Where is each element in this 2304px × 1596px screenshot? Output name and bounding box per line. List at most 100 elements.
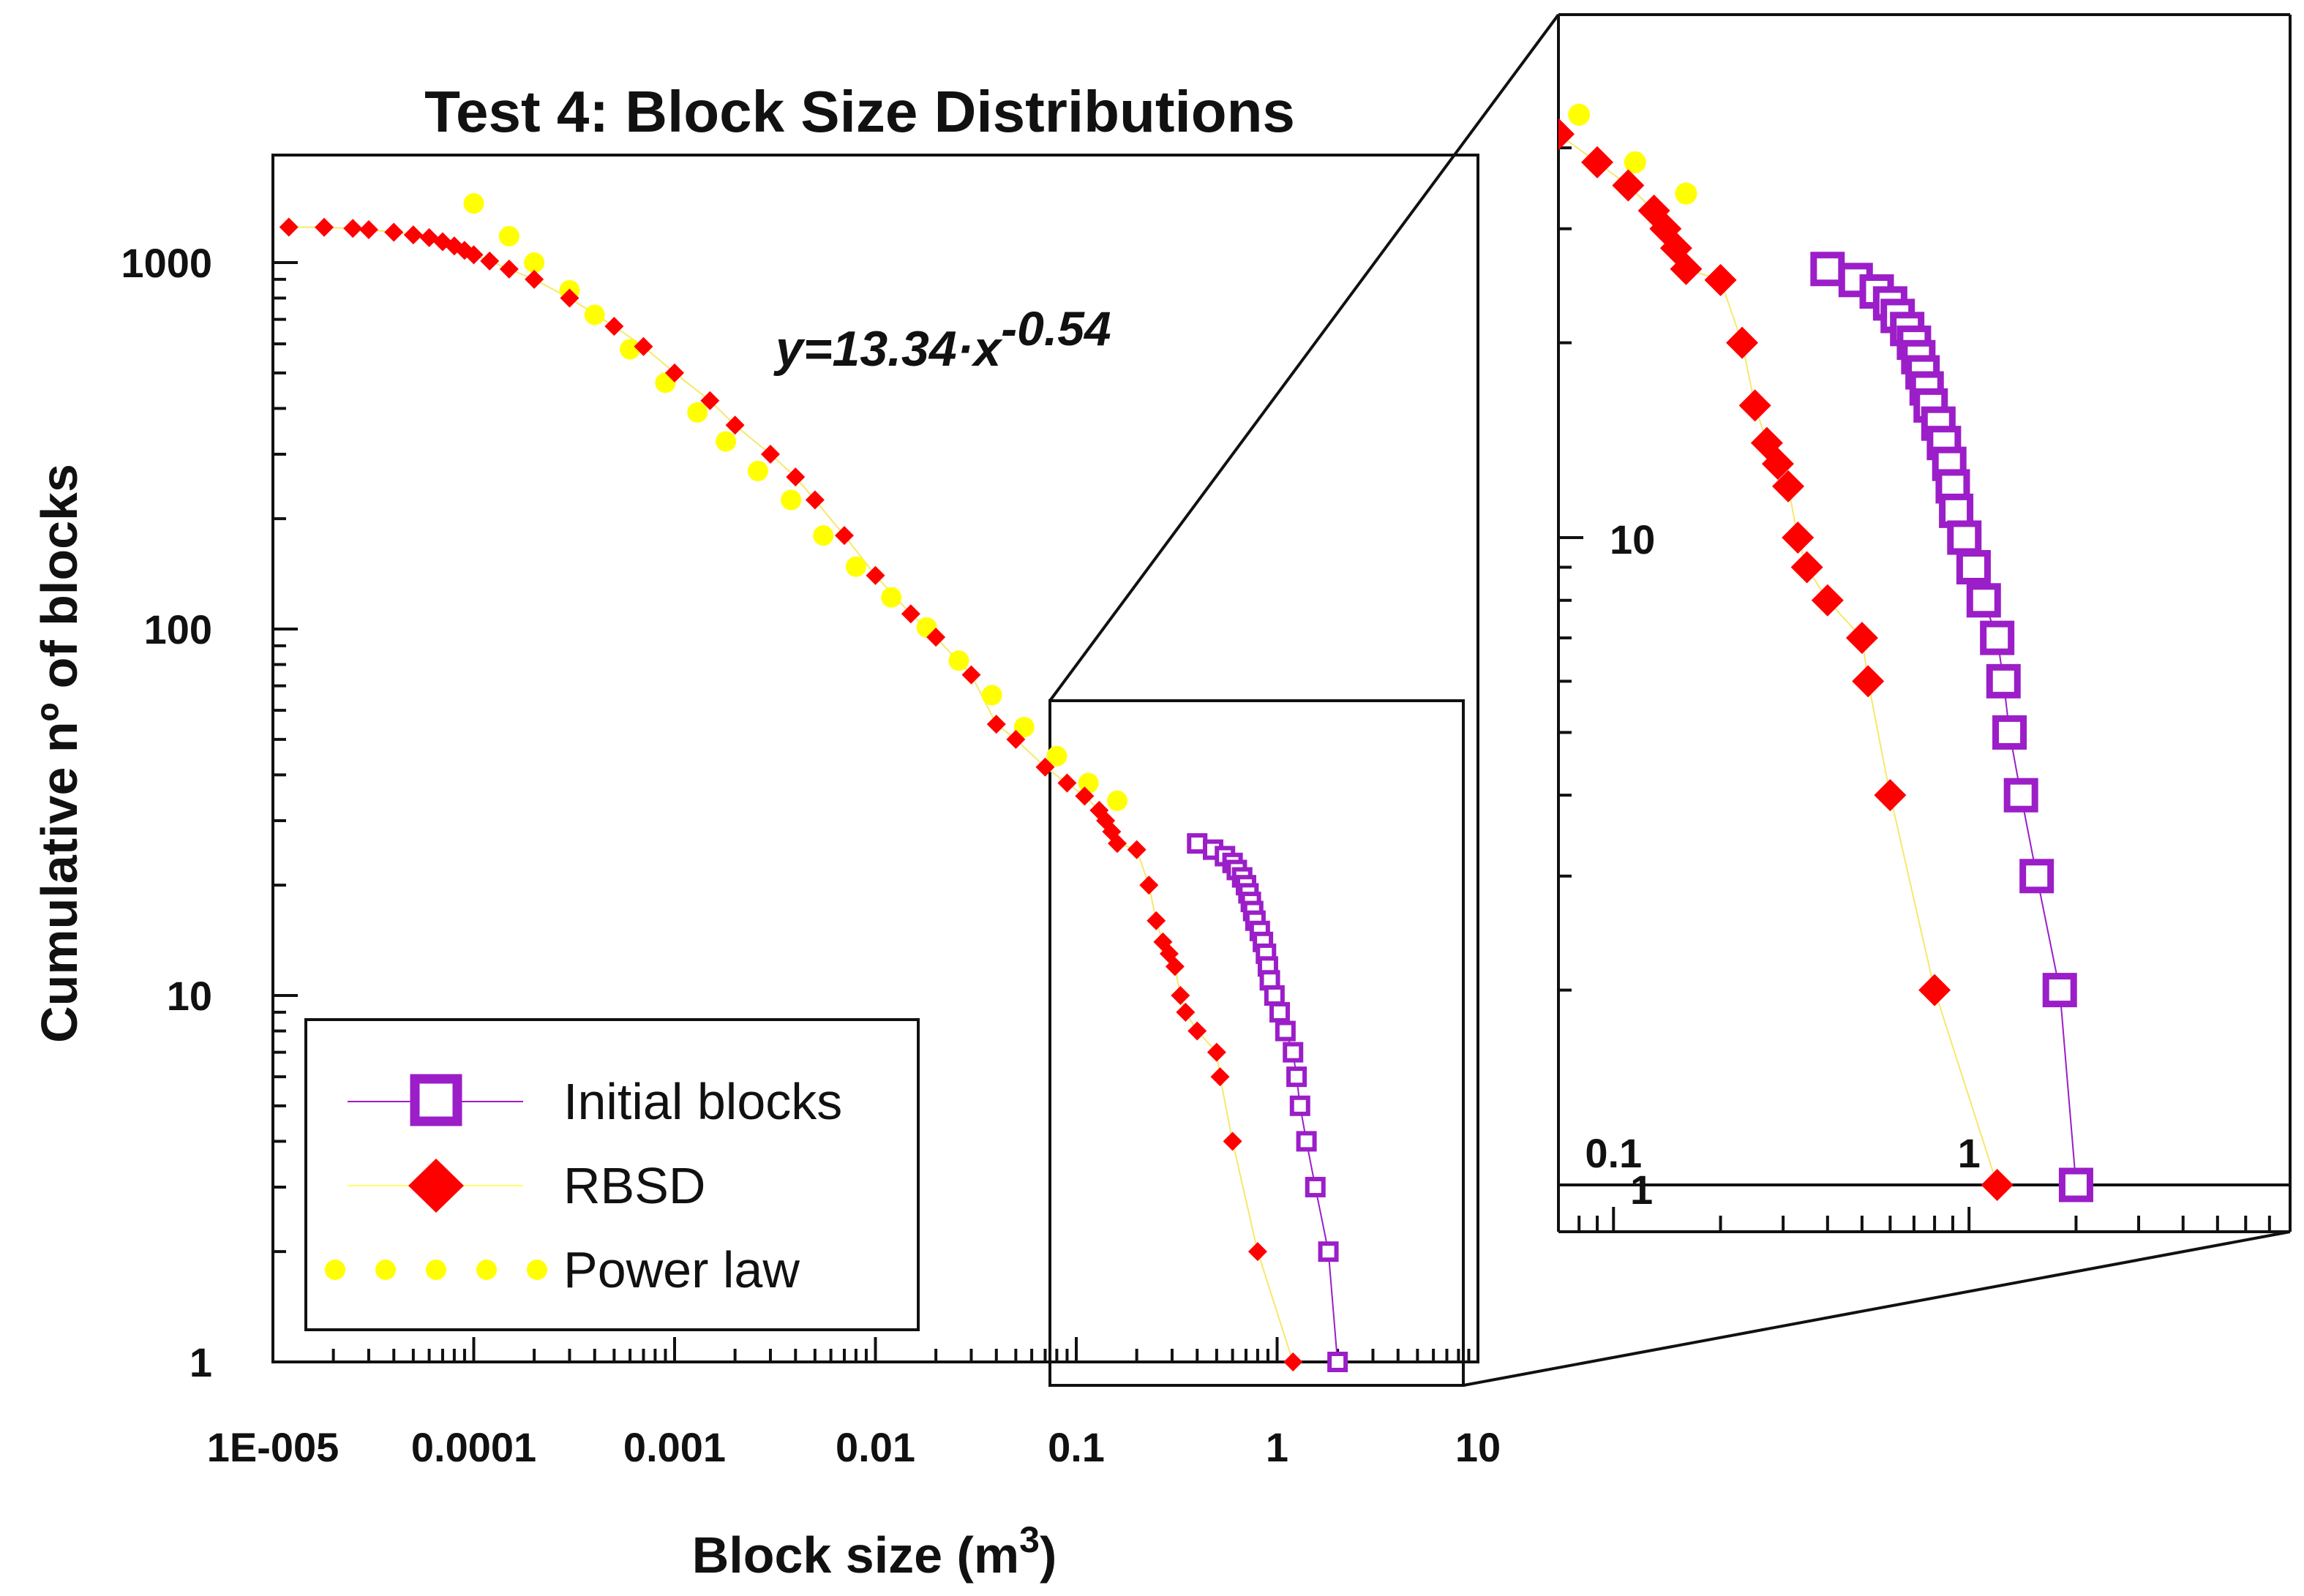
initial-blocks-point [1275, 1020, 1296, 1042]
zoom-region-box [1048, 699, 1465, 1387]
rbsd-point [1108, 834, 1127, 854]
power-law-point [1453, 0, 1475, 18]
rbsd-point [1075, 786, 1095, 806]
legend-box [304, 1018, 920, 1331]
power-law-point [1107, 790, 1128, 811]
rbsd-point [1187, 1021, 1207, 1041]
x-axis-label-main: Block size (m [692, 1527, 1019, 1584]
rbsd-point [1127, 840, 1147, 859]
rbsd-point [725, 415, 745, 435]
legend-dot [426, 1260, 446, 1280]
inset-background [1558, 15, 2290, 1232]
power-law-point [1675, 182, 1697, 205]
initial-blocks-point [1986, 663, 2021, 699]
initial-blocks-point [1956, 549, 1991, 584]
rbsd-point [1581, 146, 1614, 178]
initial-blocks-point [1305, 1176, 1326, 1197]
chart-title: Test 4: Block Size Distributions [424, 79, 1295, 144]
rbsd-point [834, 526, 854, 546]
rbsd-point [315, 217, 334, 237]
rbsd-point [786, 467, 806, 487]
rbsd-point [1057, 773, 1077, 793]
zoom-connector-bottom [1463, 1230, 2291, 1387]
initial-blocks-point [2058, 1167, 2093, 1202]
rbsd-point [1171, 986, 1190, 1005]
initial-blocks-point [1187, 833, 1208, 854]
rbsd-point [1165, 957, 1185, 976]
power-law-point [747, 460, 768, 481]
rbsd-point [1210, 1067, 1230, 1087]
rbsd-point [805, 490, 825, 510]
legend-marker-diamond [408, 1159, 464, 1213]
initial-blocks-point [1283, 1042, 1304, 1063]
power-law-point [981, 685, 1002, 706]
rbsd-point [1147, 911, 1166, 930]
initial-blocks-point [1966, 583, 2001, 618]
power-law-point [948, 650, 969, 671]
legend-marker-square [410, 1074, 462, 1126]
x-tick-label: 0.1 [1048, 1424, 1105, 1470]
rbsd-point [1761, 448, 1794, 481]
power-law-point [463, 193, 484, 214]
x-tick-label: 1E-005 [207, 1424, 339, 1470]
rbsd-point [1981, 1169, 2014, 1201]
power-law-point [813, 525, 834, 546]
inset-x-tick-label: 0.1 [1585, 1130, 1642, 1176]
initial-blocks-point [1327, 1352, 1348, 1372]
rbsd-point [1139, 876, 1159, 895]
power-law-point [524, 252, 545, 273]
rbsd-point [1223, 1132, 1242, 1151]
x-tick-label: 0.0001 [411, 1424, 536, 1470]
rbsd-point [1704, 263, 1737, 296]
power-law-point [845, 556, 866, 577]
rbsd-point [961, 665, 981, 685]
power-law-equation-exponent: -0.54 [1001, 301, 1111, 355]
power-law-point [1624, 151, 1646, 173]
rbsd-point [700, 391, 720, 410]
initial-blocks-point [1264, 985, 1285, 1006]
rbsd-point [634, 336, 653, 356]
x-axis-label-superscript: 3 [1019, 1519, 1040, 1560]
rbsd-point [560, 288, 579, 308]
legend-item-rbsd: RBSD [348, 1157, 705, 1214]
main-axis-tick-labels: 1E-005 0.0001 0.001 0.01 0.1 1 10 1 10 100 1000 [121, 240, 1501, 1470]
legend: Initial blocks RBSD Power law [304, 1018, 920, 1331]
rbsd-point [1283, 1352, 1303, 1371]
inset-series-layer [1453, 0, 2093, 1202]
legend-label-rbsd: RBSD [563, 1157, 705, 1214]
x-axis-label: Block size (m3) [692, 1519, 1057, 1584]
main-axis-ticks [271, 261, 1479, 1363]
initial-blocks-point [2042, 973, 2077, 1008]
rbsd-point [1726, 326, 1759, 359]
rbsd-point [1006, 729, 1026, 749]
rbsd-point [1670, 252, 1703, 285]
legend-item-power-law: Power law [325, 1241, 800, 1298]
x-tick-label: 0.001 [623, 1424, 726, 1470]
initial-blocks-point [1296, 1131, 1317, 1152]
initial-blocks-point [1269, 1001, 1291, 1023]
legend-dot [325, 1260, 345, 1280]
initial-blocks-point [1286, 1066, 1307, 1088]
rbsd-point [499, 259, 519, 279]
initial-blocks-point [1289, 1095, 1310, 1116]
x-tick-label: 10 [1455, 1424, 1501, 1470]
legend-label-power-law: Power law [563, 1241, 800, 1298]
rbsd-point [1207, 1042, 1226, 1062]
inset-x-tick-label: 1 [1958, 1130, 1981, 1176]
power-law-point [716, 431, 737, 452]
rbsd-point [866, 565, 885, 585]
power-law-point [687, 402, 708, 423]
rbsd-point [1558, 118, 1575, 151]
power-law-point [498, 225, 519, 246]
rbsd-point [359, 219, 378, 239]
initial-blocks-point [2019, 859, 2055, 894]
rbsd-point [604, 317, 624, 336]
rbsd-point [1811, 584, 1844, 617]
power-law-point [1013, 717, 1035, 738]
y-tick-label: 100 [144, 606, 212, 652]
power-law-point [781, 489, 802, 511]
rbsd-point [1035, 757, 1055, 777]
